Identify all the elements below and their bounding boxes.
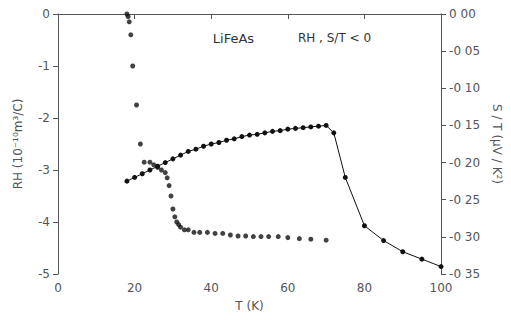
svg-text:0: 0 [42,7,50,21]
svg-text:100: 100 [430,281,453,295]
svg-text:-0 30: -0 30 [449,230,480,244]
svg-text:60: 60 [280,281,295,295]
svg-text:-4: -4 [38,215,50,229]
svg-text:RH , S/T < 0: RH , S/T < 0 [298,31,371,45]
svg-text:S / T (μV / K²): S / T (μV / K²) [490,104,504,184]
svg-text:40: 40 [204,281,219,295]
svg-text:RH (10⁻¹⁰m³/C): RH (10⁻¹⁰m³/C) [11,99,25,190]
svg-text:-2: -2 [38,111,50,125]
svg-text:-1: -1 [38,59,50,73]
svg-text:-0 05: -0 05 [449,44,480,58]
svg-text:-0 15: -0 15 [449,118,480,132]
svg-text:80: 80 [357,281,372,295]
svg-text:0 00: 0 00 [449,7,476,21]
svg-text:T (K): T (K) [234,299,263,313]
svg-text:-0 10: -0 10 [449,81,480,95]
svg-text:-3: -3 [38,163,50,177]
svg-text:20: 20 [127,281,142,295]
svg-text:-0 20: -0 20 [449,156,480,170]
svg-text:-0 25: -0 25 [449,193,480,207]
svg-text:0: 0 [54,281,62,295]
svg-text:LiFeAs: LiFeAs [213,31,255,46]
svg-text:-5: -5 [38,267,50,281]
svg-text:-0 35: -0 35 [449,267,480,281]
